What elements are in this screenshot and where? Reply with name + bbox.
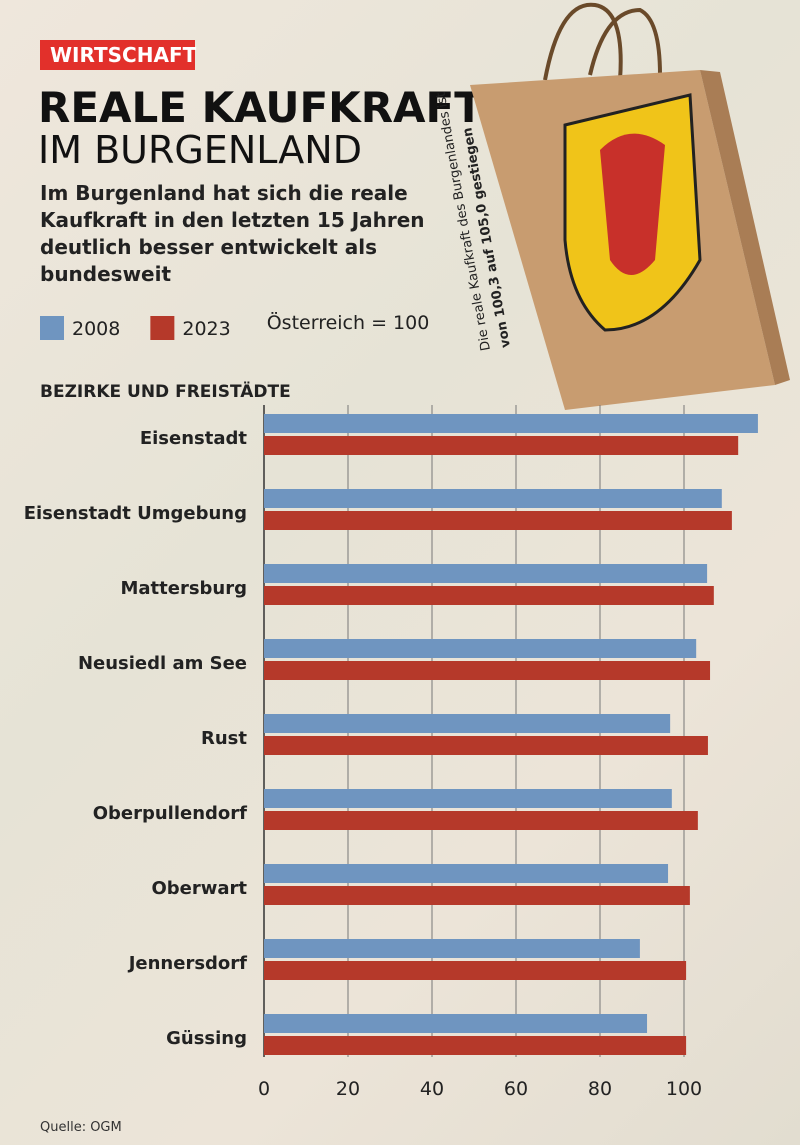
bar bbox=[264, 939, 640, 958]
bar bbox=[264, 661, 711, 680]
bar bbox=[264, 864, 669, 883]
bar bbox=[264, 414, 758, 433]
y-tick-label: Mattersburg bbox=[120, 578, 247, 599]
y-tick-label: Eisenstadt bbox=[140, 428, 248, 449]
bar bbox=[264, 586, 714, 605]
x-tick-label: 0 bbox=[258, 1078, 270, 1100]
y-tick-label: Oberwart bbox=[151, 878, 247, 899]
x-tick-label: 100 bbox=[666, 1078, 702, 1100]
bar bbox=[264, 736, 708, 755]
bar bbox=[264, 489, 722, 508]
legend-note: Österreich = 100 bbox=[267, 311, 430, 334]
bar bbox=[264, 564, 708, 583]
chart-subtitle: BEZIRKE UND FREISTÄDTE bbox=[40, 380, 291, 402]
y-tick-label: Rust bbox=[201, 728, 247, 749]
source: Quelle: OGM bbox=[40, 1120, 122, 1135]
bar bbox=[264, 961, 687, 980]
bar bbox=[264, 811, 698, 830]
bar bbox=[264, 886, 690, 905]
bar bbox=[264, 639, 697, 658]
bar bbox=[264, 1036, 687, 1055]
bag bbox=[470, 2, 790, 410]
y-tick-label: Jennersdorf bbox=[127, 953, 247, 974]
bar bbox=[264, 436, 739, 455]
x-tick-label: 60 bbox=[504, 1078, 528, 1100]
bar bbox=[264, 511, 732, 530]
y-tick-label: Eisenstadt Umgebung bbox=[24, 503, 247, 524]
x-tick-label: 40 bbox=[420, 1078, 444, 1100]
bar bbox=[264, 1014, 648, 1033]
y-tick-label: Güssing bbox=[166, 1028, 247, 1049]
y-tick-label: Oberpullendorf bbox=[93, 803, 247, 824]
legend-label: 2008 bbox=[72, 318, 120, 340]
title: REALE KAUFKRAFT bbox=[38, 83, 483, 132]
title2: IM BURGENLAND bbox=[38, 128, 362, 172]
x-tick-label: 20 bbox=[336, 1078, 360, 1100]
tag: WIRTSCHAFT bbox=[50, 43, 197, 67]
x-tick-label: 80 bbox=[588, 1078, 612, 1100]
y-tick-label: Neusiedl am See bbox=[78, 653, 247, 674]
legend-label: 2023 bbox=[182, 318, 230, 340]
bar bbox=[264, 789, 672, 808]
subtitle: Im Burgenland hat sich die reale Kaufkra… bbox=[40, 181, 425, 286]
tag-bg bbox=[40, 40, 195, 70]
legend-swatch bbox=[40, 316, 64, 340]
legend-swatch bbox=[150, 316, 175, 340]
bar bbox=[264, 714, 671, 733]
